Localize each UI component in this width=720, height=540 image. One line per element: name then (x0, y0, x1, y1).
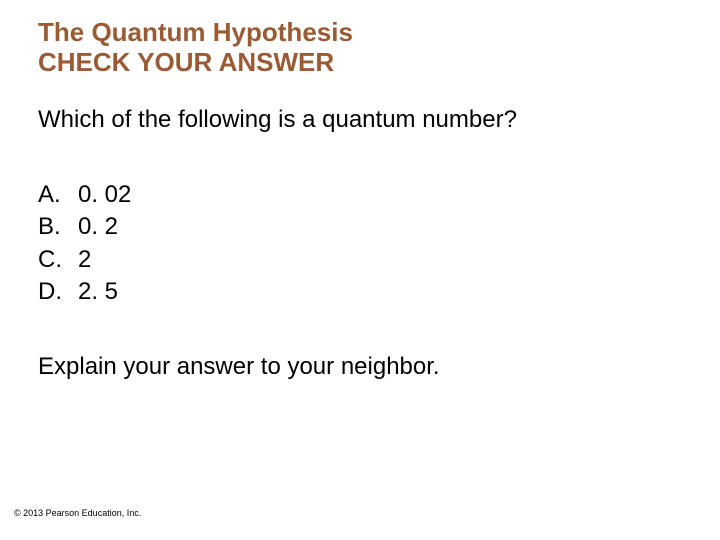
slide-container: The Quantum Hypothesis CHECK YOUR ANSWER… (0, 0, 720, 381)
title-line-1: The Quantum Hypothesis (38, 18, 682, 48)
options-list: A. 0. 02 B. 0. 2 C. 2 D. 2. 5 (38, 179, 682, 309)
option-row: D. 2. 5 (38, 276, 682, 308)
option-label: C. (38, 244, 78, 276)
explain-text: Explain your answer to your neighbor. (38, 353, 682, 381)
option-value: 0. 02 (78, 179, 131, 211)
copyright-text: © 2013 Pearson Education, Inc. (14, 508, 141, 518)
option-label: D. (38, 276, 78, 308)
option-value: 0. 2 (78, 211, 118, 243)
option-row: A. 0. 02 (38, 179, 682, 211)
question-text: Which of the following is a quantum numb… (38, 104, 682, 135)
option-value: 2. 5 (78, 276, 118, 308)
option-value: 2 (78, 244, 91, 276)
option-label: A. (38, 179, 78, 211)
option-label: B. (38, 211, 78, 243)
option-row: B. 0. 2 (38, 211, 682, 243)
option-row: C. 2 (38, 244, 682, 276)
title-line-2: CHECK YOUR ANSWER (38, 48, 682, 78)
